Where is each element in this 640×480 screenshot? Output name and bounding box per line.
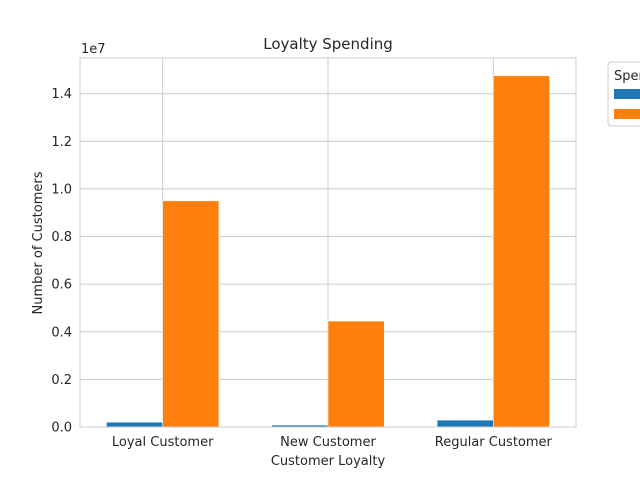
legend-swatch bbox=[614, 109, 640, 119]
y-tick-label: 0.4 bbox=[51, 325, 72, 340]
x-tick-label: Regular Customer bbox=[435, 435, 553, 450]
y-tick-label: 1.0 bbox=[51, 182, 72, 197]
y-tick-label: 0.8 bbox=[51, 230, 72, 245]
legend: Spen bbox=[607, 61, 640, 127]
bars-layer bbox=[106, 75, 550, 428]
y-tick-label: 0.2 bbox=[51, 373, 72, 388]
x-axis-label: Customer Loyalty bbox=[271, 454, 386, 469]
bar-series-2-1 bbox=[327, 320, 385, 428]
y-tick-label: 0.6 bbox=[51, 278, 72, 293]
bar-series-1-0 bbox=[106, 421, 163, 428]
legend-title: Spen bbox=[614, 69, 640, 84]
y-tick-labels: 0.0 0.2 0.4 0.6 0.8 1.0 1.2 1.4 bbox=[51, 87, 72, 435]
bar-series-2-0 bbox=[162, 200, 220, 428]
x-tick-label: New Customer bbox=[280, 435, 376, 450]
x-tick-label: Loyal Customer bbox=[112, 435, 214, 450]
y-tick-label: 0.0 bbox=[51, 421, 72, 436]
legend-swatch bbox=[614, 89, 640, 99]
legend-swatches bbox=[614, 89, 640, 119]
plot-frame bbox=[79, 57, 577, 428]
y-axis-label: Number of Customers bbox=[31, 171, 46, 314]
bar-series-1-2 bbox=[436, 419, 494, 428]
y-tick-label: 1.2 bbox=[51, 135, 72, 150]
y-scale-label: 1e7 bbox=[81, 42, 106, 57]
chart-title: Loyalty Spending bbox=[263, 35, 393, 53]
y-tick-label: 1.4 bbox=[51, 87, 72, 102]
bar-series-2-2 bbox=[493, 75, 550, 428]
x-tick-labels: Loyal Customer New Customer Regular Custom… bbox=[112, 435, 553, 450]
